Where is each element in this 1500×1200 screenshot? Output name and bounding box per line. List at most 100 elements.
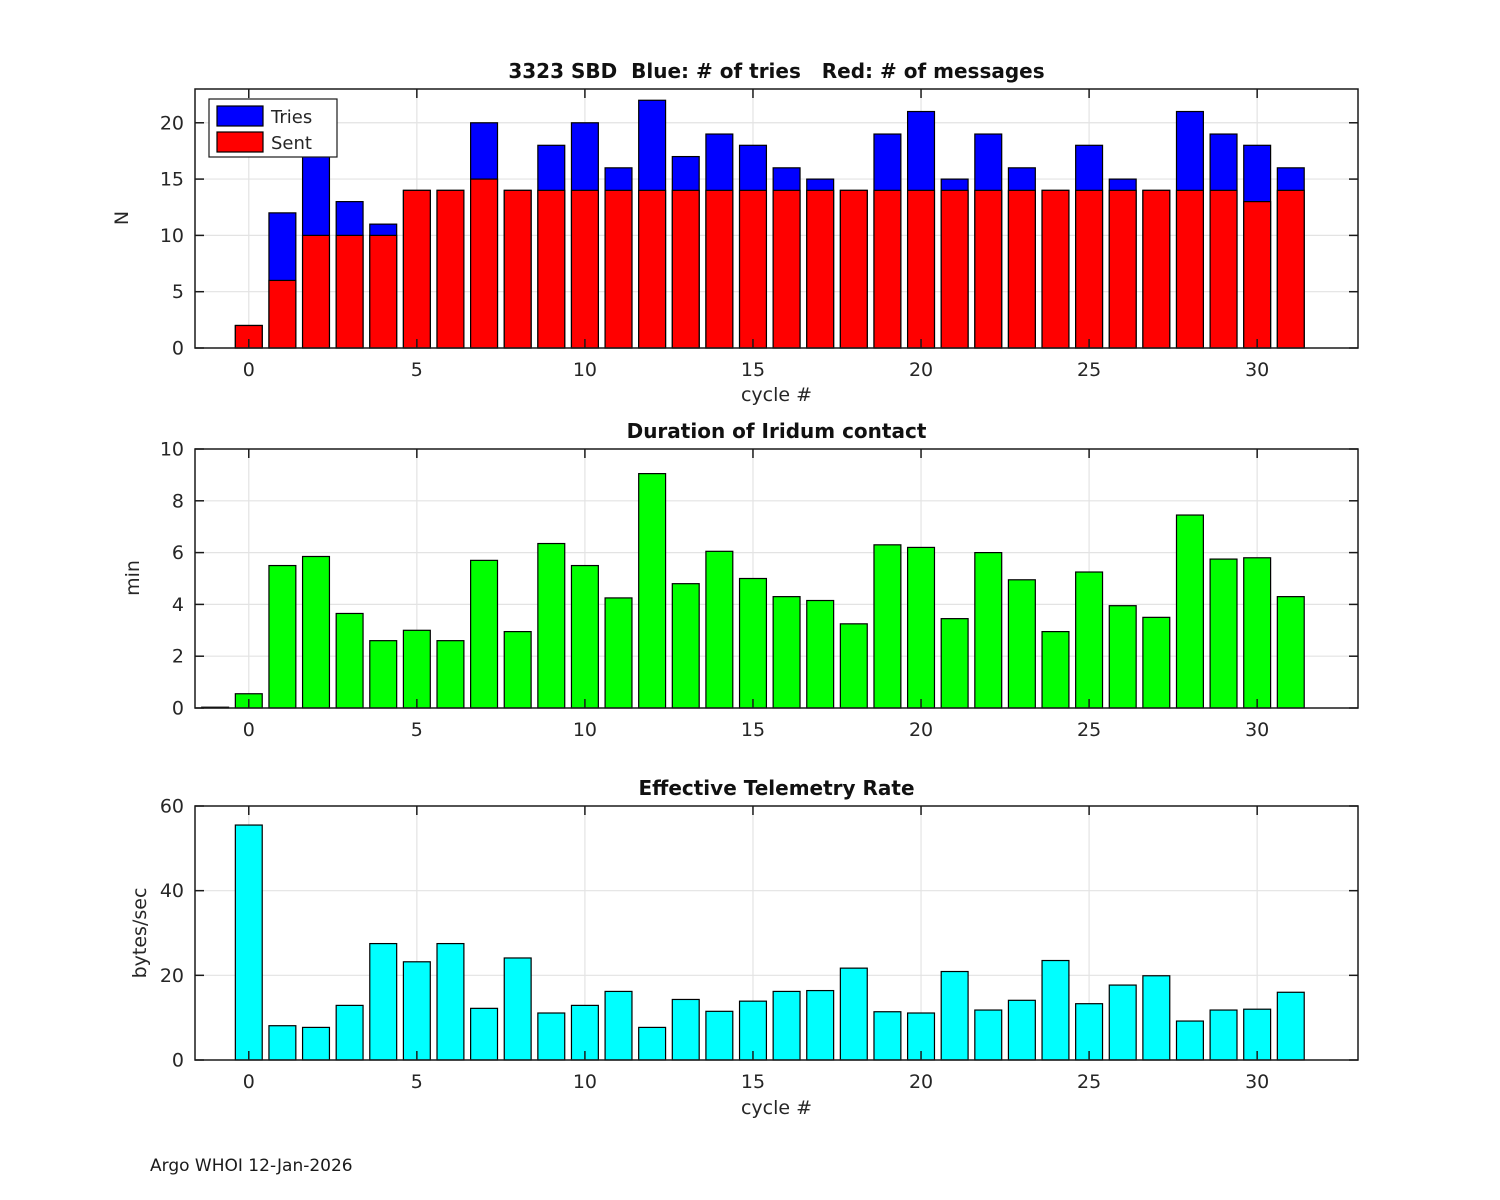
x-tick-label: 5 [411,719,423,741]
bar-rate [772,990,801,1061]
x-tick-label: 30 [1245,1071,1269,1093]
bar-sent [1276,189,1305,349]
chart-title-sbd: 3323 SBD Blue: # of tries Red: # of mess… [508,59,1045,83]
bar-rate [638,1026,667,1061]
y-axis-label-n: N [111,210,133,226]
legend: Tries Sent [208,98,338,158]
bar-sent [1142,189,1171,349]
bar-duration [638,473,667,709]
bar-rate [839,967,868,1061]
bar-sent [503,189,532,349]
y-tick-label: 20 [160,112,184,134]
bar-duration [537,542,566,709]
bar-duration [705,550,734,709]
bar-duration [1075,571,1104,709]
bar-sent [738,189,768,349]
bar-sent [705,189,734,349]
y-tick-label: 10 [160,225,184,247]
y-tick-label: 60 [160,796,184,818]
figure-footer: Argo WHOI 12-Jan-2026 [150,1156,353,1176]
chart-effective-telemetry-rate: 0 5 10 15 20 25 30 0 20 40 60 [160,796,1359,1093]
bar-duration [604,597,633,709]
x-tick-label: 30 [1245,719,1269,741]
legend-swatch-tries [216,105,264,127]
x-tick-label: 0 [243,719,255,741]
bar-rate [1075,1003,1104,1061]
bar-duration [738,577,768,709]
legend-swatch-sent [216,131,264,153]
x-tick-label: 25 [1077,719,1101,741]
bar-rate [335,1004,364,1061]
bar-sent [839,189,868,349]
bar-rate [537,1012,566,1061]
bar-rate [1175,1020,1204,1061]
x-axis-label-cycle-bottom: cycle # [740,1097,813,1119]
bar-duration [806,599,835,709]
bar-sent [638,189,667,349]
bar-rate [402,961,431,1061]
bar-rate [570,1004,599,1061]
x-tick-label: 20 [909,359,933,381]
x-axis-label-cycle-top: cycle # [740,384,813,406]
x-tick-label: 10 [573,1071,597,1093]
bar-rate [301,1026,331,1061]
bar-sent [772,189,801,349]
bar-rate [503,957,532,1061]
bar-rate [974,1009,1003,1061]
bar-rate [1142,975,1171,1061]
bar-sent [1007,189,1036,349]
bar-rate [1007,999,1036,1061]
bar-sent [470,178,499,349]
bar-duration [1276,596,1305,709]
bar-duration [1243,557,1272,709]
y-axis-label-min: min [122,560,144,596]
bar-duration [402,629,431,709]
y-tick-label: 5 [172,281,184,303]
x-tick-label: 0 [243,359,255,381]
bar-sent [974,189,1003,349]
bar-rate [1276,991,1305,1061]
bar-duration [671,583,700,709]
bar-duration [906,546,936,709]
y-tick-label: 8 [172,490,184,512]
x-tick-label: 5 [411,1071,423,1093]
y-tick-label: 0 [172,698,184,720]
bar-duration [1142,616,1171,709]
bar-duration [974,551,1003,709]
bar-duration [436,640,465,709]
bar-rate [1108,984,1137,1061]
bar-rate [436,942,465,1061]
chart-sbd-tries-sent: 0 5 10 15 20 25 30 0 5 10 15 20 Tries Sent [160,88,1359,381]
x-tick-label: 10 [573,719,597,741]
y-tick-label: 15 [160,169,184,191]
bar-sent [1108,189,1137,349]
bar-rate [604,990,633,1061]
bar-sent [940,189,969,349]
legend-label-sent: Sent [271,133,312,154]
chart-iridium-contact-duration: 0 5 10 15 20 25 30 0 2 4 6 8 10 [160,439,1359,741]
bar-sent [436,189,465,349]
bar-duration [839,623,868,709]
y-tick-label: 10 [160,439,184,461]
y-tick-label: 6 [172,542,184,564]
bar-sent [301,234,331,349]
x-tick-label: 15 [741,359,765,381]
y-tick-label: 20 [160,965,184,987]
x-tick-label: 20 [909,1071,933,1093]
axes-frame [194,448,1359,709]
bar-duration [1209,558,1238,709]
bar-rate [470,1007,499,1061]
x-tick-label: 25 [1077,1071,1101,1093]
bar-rate [873,1011,902,1061]
bar-duration [940,618,969,709]
bar-sent [335,234,364,349]
y-tick-label: 0 [172,338,184,360]
bar-sent [604,189,633,349]
bar-sent [1041,189,1070,349]
bar-duration [1108,605,1137,709]
y-tick-label: 4 [172,594,184,616]
y-axis-label-bytes-sec: bytes/sec [129,887,151,979]
bar-duration [570,564,599,709]
